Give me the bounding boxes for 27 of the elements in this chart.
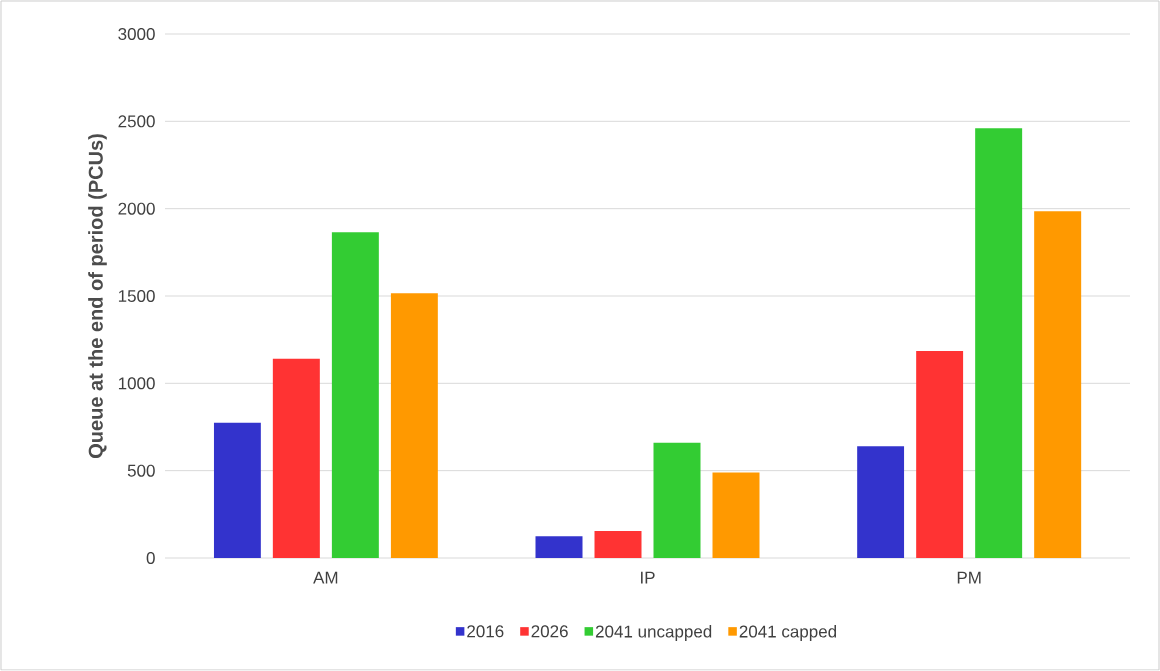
bar (975, 128, 1023, 558)
bar (390, 293, 438, 558)
legend-label: 2041 uncapped (595, 625, 712, 641)
y-tick-label: 2500 (118, 115, 155, 128)
bar (712, 472, 760, 558)
x-tick-label: AM (313, 571, 338, 584)
bar (272, 358, 320, 558)
y-tick-label: 2000 (118, 202, 155, 215)
bar (653, 442, 701, 558)
legend-label: 2041 capped (739, 625, 837, 641)
y-tick-label: 0 (146, 551, 155, 565)
bar (594, 530, 642, 558)
legend-label: 2016 (467, 625, 504, 638)
bar (916, 351, 964, 558)
x-tick-label: PM (957, 571, 981, 584)
y-axis-title: Queue at the end of period (PCUs) (88, 134, 107, 458)
legend-label: 2026 (531, 625, 568, 638)
bar (857, 446, 905, 558)
x-tick-label: IP (641, 571, 655, 584)
bar (213, 422, 261, 558)
y-tick-label: 500 (127, 464, 155, 477)
bar (331, 232, 379, 558)
y-tick-label: 1000 (118, 377, 155, 390)
bar (535, 536, 583, 558)
y-tick-label: 3000 (118, 27, 155, 41)
bar (1034, 211, 1082, 558)
y-tick-label: 1500 (118, 289, 155, 303)
